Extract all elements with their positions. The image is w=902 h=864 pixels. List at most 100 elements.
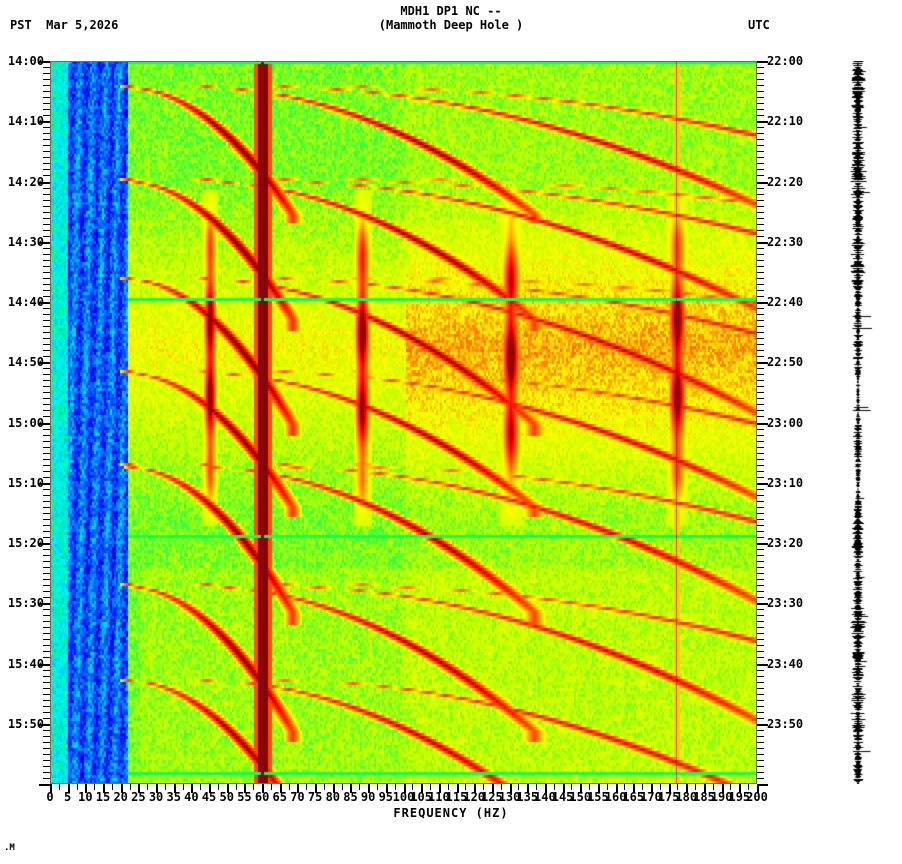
- x-axis-tick: [430, 784, 431, 790]
- y-axis-tick: [43, 206, 50, 207]
- y-axis-tick: [43, 519, 50, 520]
- y-axis-tick: [757, 435, 764, 436]
- x-axis-tick: [483, 784, 484, 790]
- y-axis-tick: [43, 453, 50, 454]
- x-axis-tick-label: 0: [46, 790, 54, 804]
- y-axis-tick: [757, 471, 764, 472]
- spectrogram-plot-area[interactable]: [50, 61, 757, 784]
- y-axis-tick: [43, 103, 50, 104]
- y-axis-tick: [757, 525, 764, 526]
- y-axis-tick: [757, 621, 764, 622]
- y-axis-tick: [43, 188, 50, 189]
- y-axis-tick: [43, 212, 50, 213]
- y-axis-tick: [757, 139, 764, 140]
- y-axis-right-tick-label: 22:50: [767, 355, 804, 370]
- x-axis-tick-label: 55: [237, 790, 252, 804]
- y-axis-tick: [39, 483, 50, 485]
- y-axis-tick: [39, 242, 50, 244]
- x-axis-tick: [474, 784, 476, 793]
- y-axis-tick: [43, 356, 50, 357]
- y-axis-tick: [43, 772, 50, 773]
- x-axis-tick-label: 200: [746, 790, 768, 804]
- x-axis-tick-label: 130: [498, 790, 521, 804]
- y-axis-right-tick-label: 22:30: [767, 234, 804, 249]
- y-axis-tick: [757, 133, 764, 134]
- x-axis-tick: [660, 784, 661, 790]
- y-axis-right-tick-label: 23:40: [767, 656, 804, 671]
- x-axis-tick: [174, 784, 176, 793]
- y-axis-tick: [43, 67, 50, 68]
- x-axis-tick: [165, 784, 166, 790]
- x-axis-tick: [377, 784, 378, 790]
- y-axis-tick: [43, 760, 50, 761]
- y-axis-tick: [757, 236, 764, 237]
- y-axis-tick: [757, 543, 768, 545]
- y-axis-tick: [757, 320, 764, 321]
- y-axis-tick: [757, 676, 764, 677]
- y-axis-right-tick-label: 23:20: [767, 536, 804, 550]
- y-axis-tick: [43, 591, 50, 592]
- x-axis-tick-label: 25: [131, 790, 146, 804]
- x-axis-tick: [395, 784, 396, 790]
- x-axis-tick-label: 180: [675, 790, 698, 804]
- x-axis-tick-label: 175: [657, 790, 680, 804]
- x-axis-tick-label: 35: [166, 790, 181, 804]
- x-axis-tick: [563, 784, 565, 793]
- x-axis-tick-label: 125: [481, 790, 503, 804]
- x-axis-tick-label: 115: [445, 790, 468, 804]
- y-axis-tick: [43, 579, 50, 580]
- y-axis-tick: [757, 507, 764, 508]
- x-axis-tick: [686, 784, 688, 793]
- y-axis-tick: [757, 248, 764, 249]
- x-axis-tick-label: 190: [710, 790, 733, 804]
- y-axis-tick: [757, 109, 764, 110]
- y-axis-tick: [39, 664, 50, 666]
- spectrogram-image[interactable]: [50, 61, 757, 784]
- y-axis-tick: [43, 718, 50, 719]
- y-axis-tick: [39, 302, 50, 304]
- y-axis-tick: [43, 308, 50, 309]
- x-axis-tick: [280, 784, 282, 793]
- x-axis-tick: [571, 784, 572, 790]
- y-axis-tick: [757, 760, 764, 761]
- y-axis-tick: [43, 639, 50, 640]
- y-axis-left-tick-label: 14:40: [7, 295, 44, 309]
- y-axis-tick: [757, 489, 764, 490]
- y-axis-tick: [757, 700, 764, 701]
- y-axis-tick: [43, 657, 50, 658]
- y-axis-tick: [43, 459, 50, 460]
- y-axis-tick: [757, 350, 764, 351]
- y-axis-tick: [757, 742, 764, 743]
- y-axis-tick: [43, 742, 50, 743]
- y-axis-tick: [39, 61, 50, 63]
- header-utc-label: UTC: [748, 18, 770, 32]
- y-axis-tick: [757, 344, 764, 345]
- y-axis-tick: [757, 651, 764, 652]
- x-axis-tick: [421, 784, 423, 793]
- x-axis-tick: [183, 784, 184, 790]
- x-axis-tick: [518, 784, 519, 790]
- x-axis-tick: [191, 784, 193, 793]
- y-axis-tick: [757, 670, 764, 671]
- y-axis-tick: [43, 573, 50, 574]
- y-axis-tick: [43, 429, 50, 430]
- x-axis-tick: [85, 784, 87, 793]
- x-axis-tick-label: 160: [604, 790, 627, 804]
- x-axis-tick: [501, 784, 502, 790]
- x-axis-tick: [130, 784, 131, 790]
- x-axis-tick: [748, 784, 749, 790]
- y-axis-right-tick-label: 23:50: [767, 716, 804, 731]
- y-axis-tick: [757, 453, 764, 454]
- y-axis-left-tick-label: 15:50: [7, 716, 44, 731]
- x-axis-tick: [722, 784, 724, 793]
- x-axis-tick-label: 65: [272, 790, 287, 804]
- x-axis-tick: [695, 784, 696, 790]
- y-axis-tick: [43, 651, 50, 652]
- y-axis-tick: [43, 320, 50, 321]
- y-axis-tick: [43, 97, 50, 98]
- y-axis-tick: [43, 688, 50, 689]
- x-axis-tick: [359, 784, 360, 790]
- y-axis-tick: [43, 507, 50, 508]
- y-axis-tick: [757, 398, 764, 399]
- y-axis-tick: [43, 157, 50, 158]
